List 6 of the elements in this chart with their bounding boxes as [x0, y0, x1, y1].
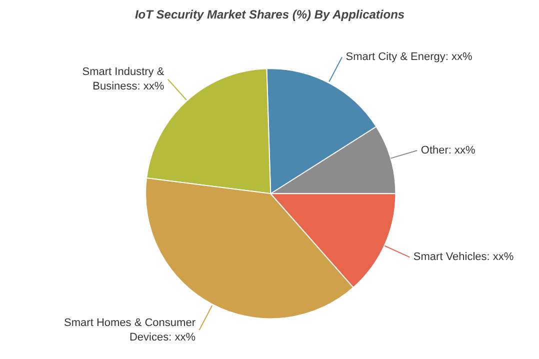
slice-label: Smart City & Energy: xx% — [346, 51, 473, 64]
slice-label: Other: xx% — [420, 144, 476, 157]
chart-title: IoT Security Market Shares (%) By Applications — [134, 8, 405, 22]
slice-label: Smart Vehicles: xx% — [413, 251, 514, 264]
slice-label: Smart Industry & Business: xx% — [82, 66, 165, 93]
slice-label: Smart Homes & Consumer Devices: xx% — [64, 316, 196, 344]
